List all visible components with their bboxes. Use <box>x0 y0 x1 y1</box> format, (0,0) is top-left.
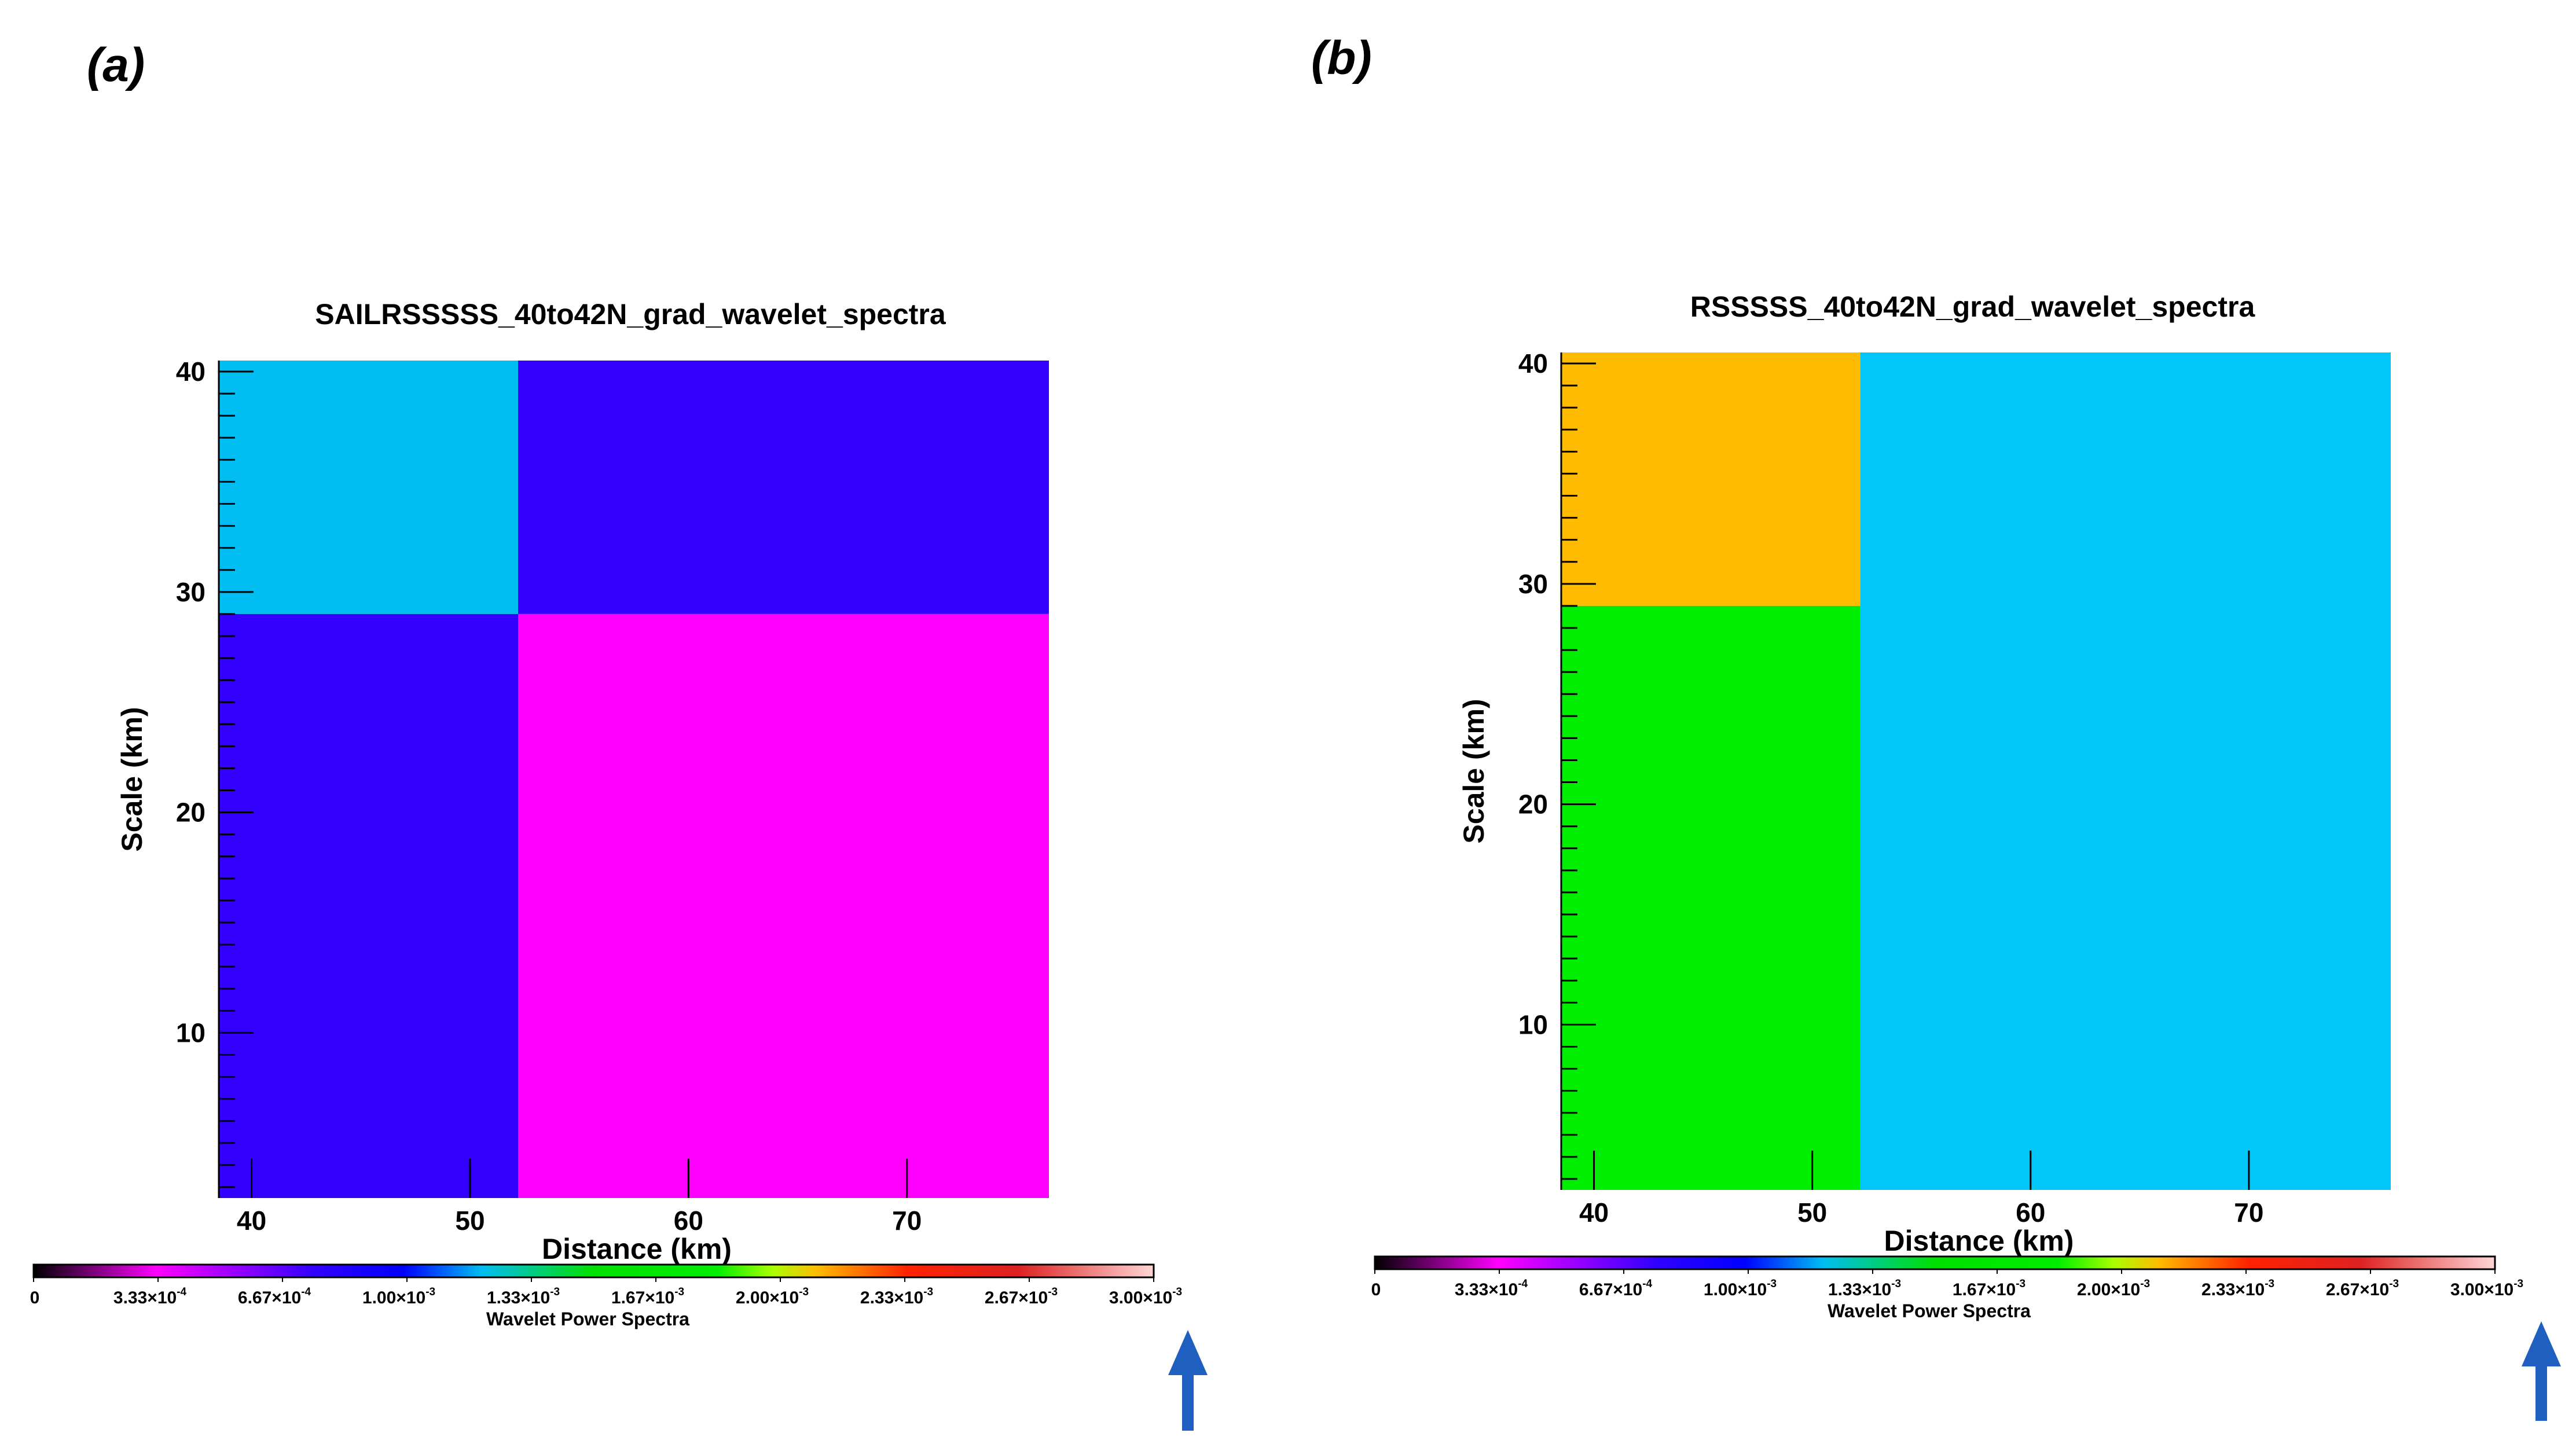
colorbar-tick-label: 3.33×10-4 <box>1455 1278 1528 1299</box>
heatmap-cell <box>518 361 1049 614</box>
y-axis-title: Scale (km) <box>1458 699 1490 843</box>
x-axis-title: Distance (km) <box>1884 1225 2074 1257</box>
colorbar: 0 3.33×10-4 6.67×10-4 1.00×10-3 1.33×10-3 1.6… <box>1371 1255 2523 1321</box>
x-tick-label: 60 <box>2016 1197 2045 1228</box>
y-tick-label: 40 <box>1518 348 1548 379</box>
x-tick-label: 70 <box>2234 1197 2263 1228</box>
panel-label: (a) <box>87 39 145 91</box>
colorbar-tick-label: 0 <box>30 1288 40 1307</box>
y-tick-label: 30 <box>176 577 206 607</box>
colorbar-tick-label: 1.00×10-3 <box>1704 1278 1777 1299</box>
y-tick-label: 40 <box>176 357 206 387</box>
panel-label: (b) <box>1311 32 1372 84</box>
colorbar-tick-label: 0 <box>1371 1280 1381 1299</box>
up-arrow-icon <box>2522 1321 2561 1421</box>
colorbar-title: Wavelet Power Spectra <box>486 1309 689 1329</box>
heatmap-cell <box>1860 352 2391 1190</box>
x-tick-label: 40 <box>1579 1197 1609 1228</box>
x-tick-label: 70 <box>892 1206 922 1236</box>
chart-title: RSSSSS_40to42N_grad_wavelet_spectra <box>1690 291 2256 323</box>
x-tick-label: 40 <box>237 1206 266 1236</box>
chart-panel-b: (b) RSSSSS_40to42N_grad_wavelet_spectra 10… <box>1311 32 2561 1421</box>
colorbar-tick-label: 2.33×10-3 <box>860 1286 933 1307</box>
colorbar-tick-label: 6.67×10-4 <box>238 1286 311 1307</box>
up-arrow-icon <box>1168 1330 1208 1431</box>
colorbar-gradient <box>32 1263 1155 1278</box>
colorbar-tick-label: 2.67×10-3 <box>2326 1278 2399 1299</box>
x-axis-title: Distance (km) <box>542 1233 732 1265</box>
heatmap-cell <box>219 361 518 614</box>
colorbar-tick-label: 3.00×10-3 <box>2450 1278 2523 1299</box>
colorbar-tick-label: 1.67×10-3 <box>1953 1278 2025 1299</box>
colorbar-tick-label: 1.67×10-3 <box>611 1286 684 1307</box>
colorbar-tick-label: 3.33×10-4 <box>113 1286 187 1307</box>
colorbar-tick-label: 3.00×10-3 <box>1109 1286 1182 1307</box>
colorbar: 0 3.33×10-4 6.67×10-4 1.00×10-3 1.33×10-3 1.6… <box>30 1263 1182 1329</box>
y-tick-label: 20 <box>1518 789 1548 820</box>
colorbar-tick-label: 2.33×10-3 <box>2201 1278 2274 1299</box>
y-tick-label: 10 <box>176 1017 206 1048</box>
colorbar-tick-label: 1.33×10-3 <box>1828 1278 1901 1299</box>
y-tick-label: 30 <box>1518 569 1548 599</box>
heatmap-cell <box>219 613 518 1198</box>
colorbar-tick-label: 2.00×10-3 <box>736 1286 809 1307</box>
colorbar-tick-label: 2.00×10-3 <box>2077 1278 2150 1299</box>
heatmap-cell <box>518 613 1049 1198</box>
colorbar-title: Wavelet Power Spectra <box>1828 1300 2031 1321</box>
colorbar-tick-label: 6.67×10-4 <box>1579 1278 1653 1299</box>
heatmap-cell <box>1561 352 1861 606</box>
chart-panel-a: (a) SAILRSSSSS_40to42N_grad_wavelet_spect… <box>30 39 1208 1431</box>
chart-title: SAILRSSSSS_40to42N_grad_wavelet_spectra <box>315 298 946 330</box>
colorbar-tick-label: 2.67×10-3 <box>985 1286 1058 1307</box>
colorbar-tick-label: 1.33×10-3 <box>487 1286 560 1307</box>
x-tick-label: 50 <box>455 1206 485 1236</box>
colorbar-tick-label: 1.00×10-3 <box>362 1286 435 1307</box>
heatmap-cell <box>1561 605 1861 1190</box>
colorbar-gradient <box>1374 1255 2496 1270</box>
x-tick-label: 60 <box>674 1206 703 1236</box>
y-tick-label: 10 <box>1518 1009 1548 1039</box>
y-tick-label: 20 <box>176 798 206 828</box>
y-axis-title: Scale (km) <box>116 707 148 851</box>
x-tick-label: 50 <box>1797 1197 1827 1228</box>
